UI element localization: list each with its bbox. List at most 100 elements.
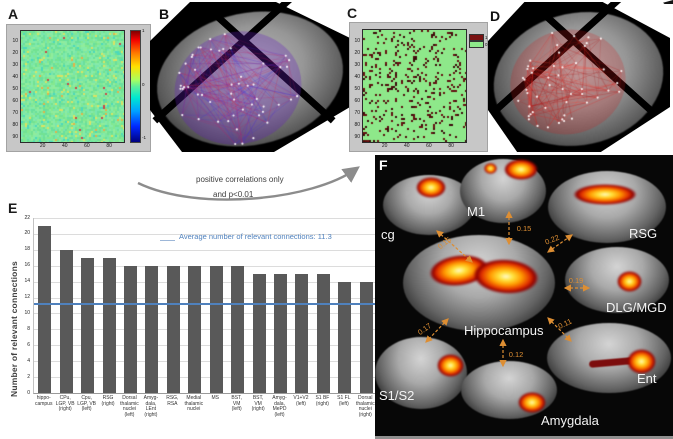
brain-slice-rsg (548, 171, 666, 243)
panel-a-matrix-image (20, 30, 125, 143)
f-label-ent: Ent (637, 371, 657, 386)
legend-swatch-one (469, 34, 484, 41)
x-axis-tick: 20 (39, 143, 46, 149)
gridline (34, 233, 377, 235)
brain-slice-m1 (460, 159, 546, 223)
bar-category-label: S1 BF (right) (315, 395, 330, 407)
activation-spot (627, 349, 656, 374)
average-legend-text: Average number of relevant connections: … (179, 232, 332, 241)
correlation-value-0: 0.15 (436, 235, 453, 251)
f-label-rsg: RSG (629, 226, 658, 241)
gridline (34, 297, 377, 299)
gridline (34, 329, 377, 331)
brain-slice-s1-s2 (375, 337, 467, 409)
bottom-strip (375, 436, 673, 439)
y-axis-tick: 70 (354, 109, 360, 116)
f-label-hippocampus: Hippocampus (464, 323, 544, 338)
correlation-value-1: 0.15 (517, 224, 532, 233)
bar-0 (38, 225, 52, 393)
y-axis-tick: 10 (354, 37, 360, 44)
gridline (34, 281, 377, 283)
gridline (34, 377, 377, 379)
correlation-arrow-0 (436, 230, 473, 263)
gridline (34, 265, 377, 267)
activation-spot (484, 163, 497, 174)
y-tick-label: 4 (27, 357, 30, 364)
x-axis-tick: 60 (84, 143, 90, 149)
bar-category-label: Amyg- dala, MePD (left) (272, 395, 287, 418)
y-axis-tick: 20 (354, 49, 360, 56)
y-tick-label: 18 (24, 246, 30, 253)
y-tick-label: 16 (24, 262, 30, 269)
y-axis-tick: 50 (354, 85, 360, 92)
bar-1 (59, 249, 73, 393)
y-axis-tick: 80 (354, 121, 360, 128)
y-tick-label: 22 (24, 214, 30, 221)
brain-slice-cg (383, 175, 475, 235)
bar-category-label: Amyg- dala, LEnt (right) (143, 395, 159, 418)
y-axis-tick: 60 (12, 98, 18, 105)
bar-category-label: MS (211, 395, 219, 401)
average-legend-line (160, 240, 175, 241)
y-axis-tick: 40 (12, 74, 18, 81)
x-axis-tick: 20 (381, 143, 388, 149)
bar-11 (274, 273, 288, 393)
correlation-arrow-4 (425, 318, 449, 343)
average-line (34, 303, 377, 305)
bar-category-label: Dorsal thalamic nuclei (right) (355, 395, 375, 418)
correlation-arrows: 0.150.150.220.190.170.120.11 (416, 210, 591, 368)
gridline (34, 345, 377, 347)
y-tick-label: 6 (27, 341, 30, 348)
x-axis-tick: 40 (404, 143, 410, 149)
f-label-amygdala: Amygdala (541, 413, 599, 428)
y-axis-tick: 10 (12, 38, 18, 45)
bar-9 (231, 265, 245, 393)
y-axis-tick: 40 (354, 73, 360, 80)
y-tick-label: 14 (24, 278, 30, 285)
y-axis-tick: 90 (354, 133, 360, 140)
correlation-value-4: 0.17 (416, 321, 433, 337)
transition-arrow (137, 166, 360, 201)
activation-spot (573, 184, 637, 205)
bar-category-label: RSG (right) (101, 395, 115, 407)
brain-slice-dlg-mgd (565, 247, 669, 313)
bar-category-label: RSG, RSA (166, 395, 179, 407)
gridline (34, 249, 377, 251)
y-axis-tick: 60 (354, 97, 360, 104)
legend-swatch-zero (469, 41, 484, 48)
y-tick-label: 0 (27, 389, 30, 396)
gridline (34, 218, 377, 219)
bar-7 (188, 265, 202, 393)
panel-c-label: C (347, 5, 358, 21)
activation-spot (518, 392, 546, 413)
bar-12 (295, 273, 309, 393)
bar-3 (102, 257, 116, 393)
bar-category-label: S1 FL (left) (337, 395, 351, 407)
network-overlay-purple (150, 2, 350, 152)
bar-10 (252, 273, 266, 393)
legend-label-zero: 0 (485, 42, 488, 47)
panel-b-brain-image (150, 2, 350, 152)
activation-spot (617, 271, 642, 292)
y-tick-label: 10 (24, 309, 30, 316)
x-axis-tick: 60 (426, 143, 432, 149)
transition-text-line1: positive correlations only (196, 175, 284, 184)
y-axis-tick: 80 (12, 121, 18, 128)
bar-category-label: BST, VM (left) (231, 395, 242, 412)
y-tick-label: 12 (24, 294, 30, 301)
correlation-value-3: 0.19 (569, 276, 584, 285)
brain-slice-amygdala (461, 361, 557, 419)
colorbar (130, 30, 141, 143)
panel-a-label: A (8, 6, 19, 22)
e-category-labels: hippo- campus CPu, LGP, VB (right) Cpu, LG… (33, 395, 376, 438)
bar-category-label: BST, VM (right) (251, 395, 265, 412)
x-axis-tick: 80 (106, 143, 112, 149)
bar-category-label: CPu, LGP, VB (right) (55, 395, 75, 412)
bar-category-label: Dorsal thalamic nuclei (left) (120, 395, 139, 418)
bar-category-label: Cpu, LGP, VB (left) (77, 395, 96, 412)
activation-spot (504, 159, 538, 180)
y-tick-label: 20 (24, 230, 30, 237)
y-axis-tick: 50 (12, 86, 18, 93)
bar-13 (316, 273, 330, 393)
